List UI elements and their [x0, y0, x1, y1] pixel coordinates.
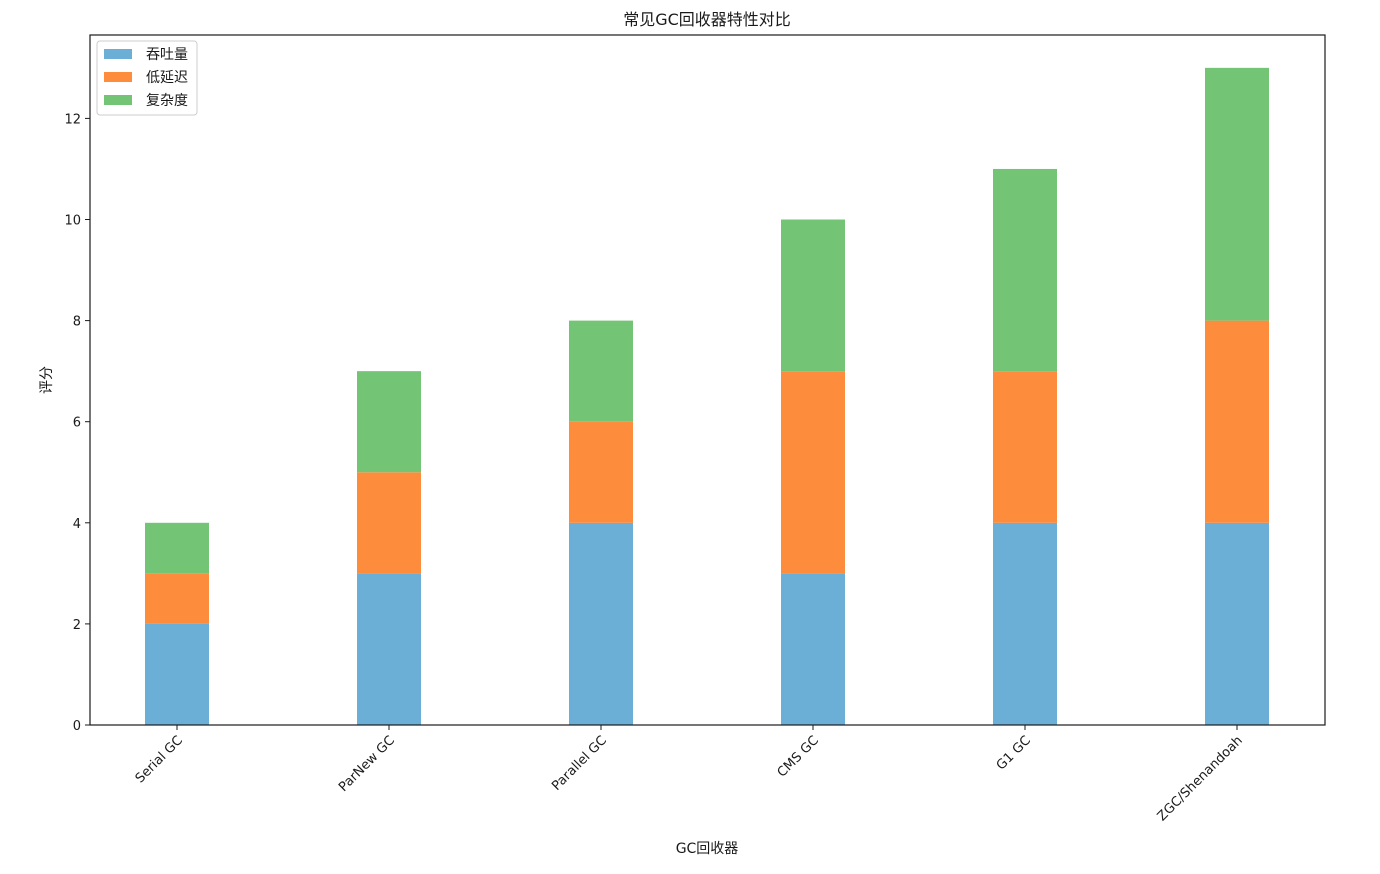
- bar-segment: [569, 320, 633, 422]
- bar-segment: [1205, 320, 1269, 523]
- x-tick-label: CMS GC: [775, 733, 822, 780]
- x-tick-label: Serial GC: [133, 733, 186, 786]
- bar-segment: [781, 573, 845, 725]
- y-tick-label: 6: [73, 416, 81, 431]
- bar-segment: [993, 522, 1057, 725]
- plot-frame: [89, 34, 1326, 726]
- bar-segment: [357, 472, 421, 574]
- bar-segment: [145, 573, 209, 624]
- x-axis-label: GC回收器: [676, 841, 739, 857]
- chart-title: 常见GC回收器特性对比: [623, 10, 791, 29]
- bar-segment: [1205, 67, 1269, 321]
- legend-swatch: [104, 49, 132, 59]
- bars-layer: [145, 67, 1269, 725]
- x-tick-label: G1 GC: [994, 733, 1034, 773]
- x-axis: Serial GC ParNew GC Parallel GC CMS GC G1 GC…: [133, 725, 1246, 824]
- y-tick-label: 12: [64, 112, 81, 127]
- legend-label: 低延迟: [146, 70, 188, 86]
- y-axis: 0 2 4 6 8 10 12: [64, 112, 90, 734]
- bar-segment: [569, 421, 633, 523]
- y-tick-label: 4: [73, 517, 81, 532]
- bar-segment: [781, 371, 845, 574]
- bar-segment: [145, 623, 209, 725]
- legend-label: 吞吐量: [146, 47, 188, 63]
- bar-segment: [357, 371, 421, 473]
- x-tick-label: ZGC/Shenandoah: [1155, 733, 1246, 824]
- bar-segment: [357, 573, 421, 725]
- x-tick-label: Parallel GC: [549, 733, 610, 794]
- legend-swatch: [104, 95, 132, 105]
- x-tick-label: ParNew GC: [336, 733, 398, 795]
- bar-segment: [145, 522, 209, 574]
- bar-segment: [781, 219, 845, 372]
- y-tick-label: 8: [73, 315, 81, 330]
- legend-swatch: [104, 72, 132, 82]
- y-tick-label: 0: [73, 719, 81, 734]
- bar-segment: [993, 371, 1057, 523]
- bar-segment: [569, 522, 633, 725]
- y-tick-label: 2: [73, 618, 81, 633]
- y-axis-label: 评分: [39, 366, 55, 394]
- legend-label: 复杂度: [146, 92, 188, 109]
- bar-segment: [1205, 522, 1269, 725]
- y-tick-label: 10: [64, 214, 81, 229]
- bar-segment: [993, 168, 1057, 372]
